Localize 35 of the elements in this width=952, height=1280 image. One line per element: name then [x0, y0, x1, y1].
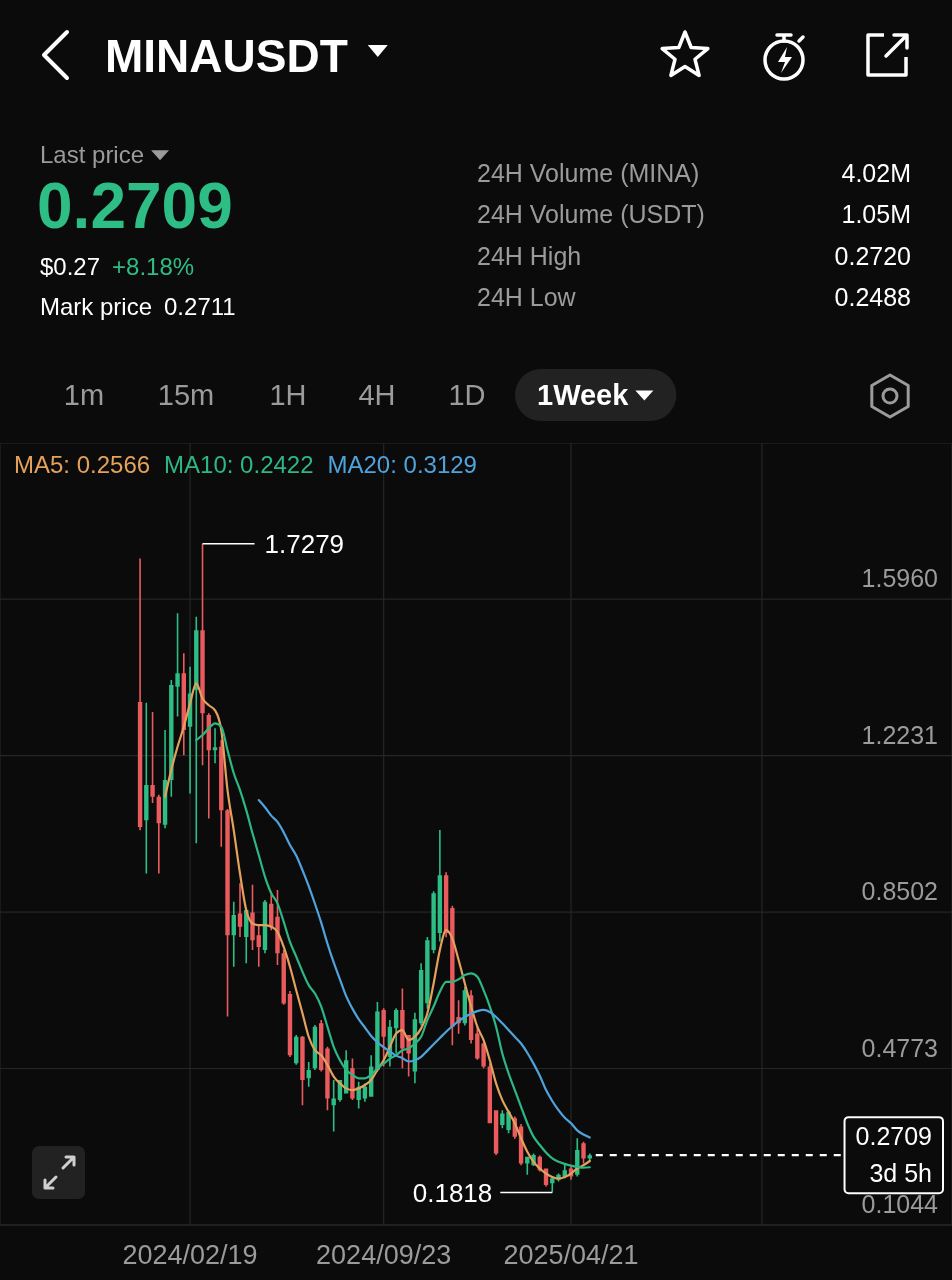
text: +8.18%: [112, 253, 195, 280]
text: 0.2488: [834, 283, 911, 311]
text: 24H Low: [477, 283, 577, 311]
text: 4H: [358, 379, 396, 411]
x-tick-label: 2025/04/21: [503, 1240, 639, 1270]
ref-line-label: 0.2709 3d 5h: [855, 1122, 932, 1188]
y-tick-label: 0.4773: [861, 1033, 938, 1062]
text: Last price: [40, 141, 145, 168]
text: 1m: [63, 379, 105, 411]
text: 1Week: [537, 379, 630, 411]
y-tick-label: 0.1044: [861, 1190, 939, 1218]
text: Mark price: [40, 293, 153, 320]
x-tick-label: 2024/02/19: [122, 1240, 258, 1270]
text: 0.2720: [834, 242, 911, 270]
text: 24H Volume (MINA): [477, 159, 700, 187]
text: 4.02M: [841, 159, 911, 187]
text: 1H: [269, 379, 307, 411]
text: $0.27: [40, 253, 101, 280]
text: 24H High: [477, 242, 582, 270]
y-tick-label: 1.5960: [861, 564, 938, 593]
text: MA10: 0.2422: [164, 451, 314, 478]
text: MA20: 0.3129: [327, 451, 477, 478]
y-tick-label: 1.2231: [861, 720, 938, 749]
text: MA5: 0.2566: [14, 451, 151, 478]
annotation: 0.1818: [412, 1177, 493, 1208]
annotation: 1.7279: [264, 528, 345, 559]
text: 15m: [157, 379, 215, 411]
x-tick-label: 2024/09/23: [316, 1240, 452, 1270]
chart-title: MINAUSDT: [105, 30, 348, 82]
text: 1.05M: [841, 200, 911, 228]
text: 24H Volume (USDT): [477, 200, 705, 228]
text: 1D: [448, 379, 486, 411]
text: 0.2709: [37, 170, 233, 242]
y-tick-label: 0.8502: [861, 877, 938, 906]
text: 0.2711: [164, 293, 236, 320]
